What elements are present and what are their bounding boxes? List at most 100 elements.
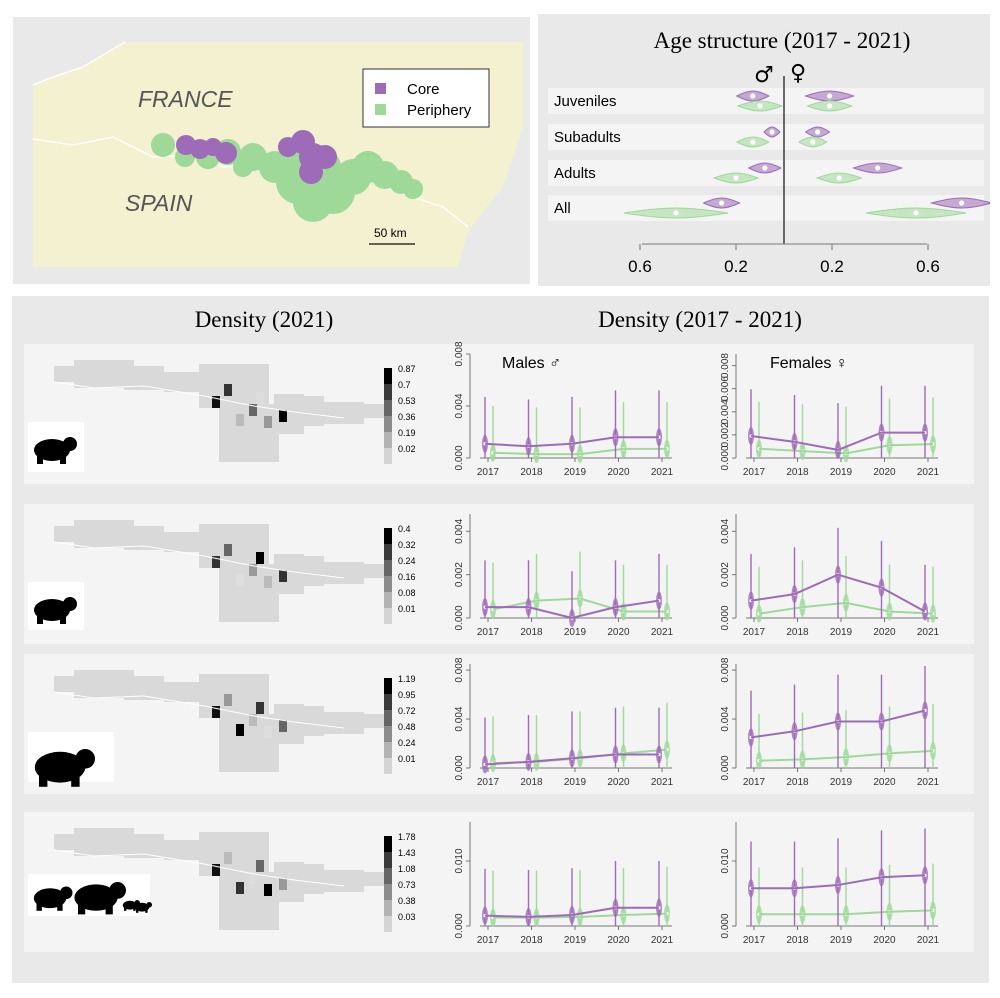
core-density-line xyxy=(750,431,925,451)
color-ramp-step xyxy=(384,678,392,694)
violin-median-point xyxy=(875,165,881,171)
color-ramp-step xyxy=(384,694,392,710)
x-tick-label: 2017 xyxy=(743,777,766,788)
color-ramp-label: 1.78 xyxy=(398,832,416,842)
violin-median-point xyxy=(762,165,768,171)
x-tick-label: 2017 xyxy=(477,935,500,946)
bear-leg xyxy=(133,906,136,911)
y-tick-label: 0.008 xyxy=(454,341,465,366)
color-ramp-label: 0.36 xyxy=(398,412,416,422)
periphery-patch xyxy=(403,179,423,199)
bear-head xyxy=(75,749,95,769)
density-hotspot xyxy=(279,720,287,732)
color-ramp-step xyxy=(384,608,392,624)
legend-swatch-periphery xyxy=(375,104,386,115)
legend-swatch-core xyxy=(375,83,386,94)
age-row-label: Subadults xyxy=(554,129,621,146)
density-cell-area xyxy=(164,532,204,552)
density-cell-area xyxy=(294,556,324,586)
density-row: 0.4 0.32 0.24 0.16 0.08 0.01 0.000 0.002 0.004 20… xyxy=(24,504,974,644)
color-ramp-label: 0.38 xyxy=(398,896,416,906)
density-cell-area xyxy=(164,372,204,392)
y-tick-label: 0.000 xyxy=(454,913,465,938)
density-hotspot xyxy=(212,556,220,568)
core-area xyxy=(176,130,337,184)
y-tick-label: 0.010 xyxy=(454,848,465,873)
periphery-density-line xyxy=(492,447,667,456)
color-ramp-step xyxy=(384,868,392,884)
color-ramp-label: 0.4 xyxy=(398,524,411,534)
density-panel: Density (2021) Density (2017 - 2021) 0.8… xyxy=(12,296,989,983)
x-tick-label: 2019 xyxy=(830,777,853,788)
legend-label-core: Core xyxy=(407,81,440,98)
y-tick-label: 0.002 xyxy=(720,562,731,587)
age-row-label: All xyxy=(554,200,571,217)
density-cell-area xyxy=(164,682,204,702)
density-cell-area xyxy=(324,712,364,734)
x-tick-label: 0.2 xyxy=(820,257,844,276)
x-tick-label: 0.6 xyxy=(628,257,652,276)
density-cell-area xyxy=(294,396,324,426)
density-hotspot xyxy=(236,724,244,736)
y-tick-label: 0.000 xyxy=(720,913,731,938)
color-ramp-label: 0.7 xyxy=(398,380,411,390)
color-ramp-label: 0.48 xyxy=(398,722,416,732)
bear-leg xyxy=(136,908,139,913)
x-tick-label: 2021 xyxy=(651,777,674,788)
y-tick-label: 0.000 xyxy=(454,445,465,470)
y-tick-label: 0.008 xyxy=(454,657,465,682)
x-tick-label: 2020 xyxy=(607,467,630,478)
color-ramp-step xyxy=(384,560,392,576)
density-hotspot xyxy=(249,714,257,726)
density-hotspot xyxy=(212,864,220,876)
density-hotspot xyxy=(279,570,287,582)
density-hotspot xyxy=(249,404,257,416)
density-row: 0.87 0.7 0.53 0.36 0.19 0.02 0.000 0.004 0.008 20… xyxy=(24,341,974,484)
age-row-band xyxy=(548,124,984,150)
x-tick-label: 2018 xyxy=(786,777,809,788)
density-hotspot xyxy=(236,574,244,586)
violin-median-point xyxy=(959,200,965,206)
core-density-line xyxy=(485,599,660,620)
periphery-patch xyxy=(151,133,175,157)
color-ramp-label: 0.32 xyxy=(398,540,416,550)
color-ramp-label: 0.53 xyxy=(398,396,416,406)
y-tick-label: 0.000 xyxy=(454,755,465,780)
density-hotspot xyxy=(264,416,272,428)
x-tick-label: 2018 xyxy=(786,467,809,478)
density-hotspot xyxy=(256,552,264,564)
periphery-density-line xyxy=(492,597,667,613)
bear-head xyxy=(59,886,73,900)
x-tick-label: 0.6 xyxy=(916,257,940,276)
x-tick-label: 0.2 xyxy=(724,257,748,276)
age-structure-chart: Age structure (2017 - 2021) ♂ ♀ Juvenile… xyxy=(548,28,990,276)
x-tick-label: 2018 xyxy=(520,627,543,638)
border-line xyxy=(53,541,345,579)
x-tick-label: 2019 xyxy=(564,627,587,638)
density-hotspot xyxy=(212,396,220,408)
bear-leg xyxy=(78,902,86,915)
x-tick-label: 2020 xyxy=(607,627,630,638)
density-row-band xyxy=(24,654,974,794)
border-line xyxy=(53,381,345,419)
core-density-line xyxy=(750,709,926,739)
violin-median-point xyxy=(769,129,775,135)
color-ramp-label: 0.02 xyxy=(398,444,416,454)
density-hotspot xyxy=(256,392,264,404)
density-row-band xyxy=(24,344,974,484)
core-patch xyxy=(313,145,337,169)
x-tick-label: 2017 xyxy=(743,627,766,638)
violin-median-point xyxy=(810,139,816,145)
bear-leg xyxy=(145,908,148,913)
border-line xyxy=(53,849,345,887)
color-ramp-step xyxy=(384,852,392,868)
density-row-band xyxy=(24,812,974,952)
density-hotspot xyxy=(279,410,287,422)
x-tick-label: 2018 xyxy=(520,935,543,946)
x-tick-label: 2019 xyxy=(564,777,587,788)
bear-leg xyxy=(36,901,42,911)
density-hotspot xyxy=(264,884,272,896)
core-patch xyxy=(215,142,237,164)
x-tick-label: 2020 xyxy=(873,467,896,478)
bear-leg xyxy=(37,614,43,624)
